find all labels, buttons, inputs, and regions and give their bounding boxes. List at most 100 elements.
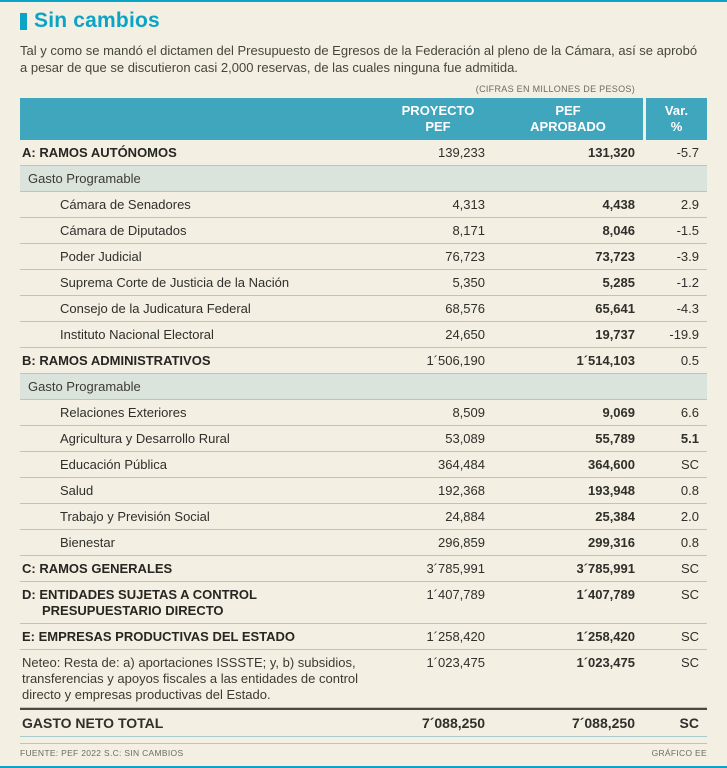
var-pct-value: -4.3 bbox=[676, 300, 699, 316]
row-label: GASTO NETO TOTAL bbox=[22, 715, 164, 731]
proyecto-pef-value: 53,089 bbox=[445, 430, 485, 446]
var-pct-value: -1.5 bbox=[676, 222, 699, 238]
header-empty-cell bbox=[20, 98, 383, 140]
proyecto-pef-value: 24,884 bbox=[445, 508, 485, 524]
row-label: Gasto Programable bbox=[28, 170, 141, 186]
var-pct-value: -5.7 bbox=[676, 144, 699, 160]
units-note: (CIFRAS EN MILLONES DE PESOS) bbox=[475, 84, 635, 94]
table-row: E: EMPRESAS PRODUCTIVAS DEL ESTADO 1´258,… bbox=[20, 624, 707, 650]
table-row: Relaciones Exteriores 8,509 9,069 6.6 bbox=[20, 400, 707, 426]
pef-aprobado-value: 193,948 bbox=[588, 482, 635, 498]
proyecto-pef-value: 8,171 bbox=[452, 222, 485, 238]
proyecto-pef-value: 192,368 bbox=[438, 482, 485, 498]
var-pct-value: -1.2 bbox=[676, 274, 699, 290]
row-label: Suprema Corte de Justicia de la Nación bbox=[60, 274, 290, 290]
table-row: Neteo: Resta de: a) aportaciones ISSSTE;… bbox=[20, 650, 707, 708]
row-label: E: EMPRESAS PRODUCTIVAS DEL ESTADO bbox=[22, 628, 296, 644]
row-label: Salud bbox=[60, 482, 94, 498]
pef-aprobado-value: 1´407,789 bbox=[576, 586, 635, 602]
page-title: Sin cambios bbox=[34, 9, 160, 32]
var-pct-value: 6.6 bbox=[680, 404, 699, 420]
row-label: A: RAMOS AUTÓNOMOS bbox=[22, 144, 177, 160]
var-pct-value: -3.9 bbox=[676, 248, 699, 264]
var-pct-value: SC bbox=[680, 654, 699, 670]
table-row: Trabajo y Previsión Social 24,884 25,384 2.… bbox=[20, 504, 707, 530]
table-row: B: RAMOS ADMINISTRATIVOS 1´506,190 1´514,1… bbox=[20, 348, 707, 374]
table-row: Poder Judicial 76,723 73,723 -3.9 bbox=[20, 244, 707, 270]
pef-aprobado-value: 7´088,250 bbox=[571, 715, 635, 731]
var-pct-value: SC bbox=[680, 628, 699, 644]
pef-aprobado-value: 65,641 bbox=[595, 300, 635, 316]
proyecto-pef-value: 8,509 bbox=[452, 404, 485, 420]
table-row: Cámara de Senadores 4,313 4,438 2.9 bbox=[20, 192, 707, 218]
footer: FUENTE: PEF 2022 S.C: SIN CAMBIOS GRÁFIC… bbox=[20, 743, 707, 760]
pef-aprobado-value: 1´258,420 bbox=[576, 628, 635, 644]
var-pct-value: -19.9 bbox=[669, 326, 699, 342]
proyecto-pef-value: 364,484 bbox=[438, 456, 485, 472]
table-body: A: RAMOS AUTÓNOMOS 139,233 131,320 -5.7 Gast… bbox=[20, 140, 707, 737]
pef-aprobado-value: 364,600 bbox=[588, 456, 635, 472]
pef-aprobado-value: 131,320 bbox=[588, 144, 635, 160]
proyecto-pef-value: 5,350 bbox=[452, 274, 485, 290]
var-pct-value: 2.9 bbox=[680, 196, 699, 212]
pef-aprobado-value: 4,438 bbox=[602, 196, 635, 212]
section-band-row: Gasto Programable bbox=[20, 374, 707, 400]
row-label: Gasto Programable bbox=[28, 378, 141, 394]
pef-aprobado-value: 3´785,991 bbox=[576, 560, 635, 576]
proyecto-pef-value: 3´785,991 bbox=[426, 560, 485, 576]
table-header: PROYECTO PEF PEF APROBADO Var. % bbox=[20, 98, 707, 140]
proyecto-pef-value: 24,650 bbox=[445, 326, 485, 342]
pef-aprobado-value: 19,737 bbox=[595, 326, 635, 342]
row-label: Cámara de Senadores bbox=[60, 196, 191, 212]
pef-aprobado-value: 1´023,475 bbox=[576, 654, 635, 670]
table-row: Suprema Corte de Justicia de la Nación 5,… bbox=[20, 270, 707, 296]
budget-table: PROYECTO PEF PEF APROBADO Var. % A: RAMO… bbox=[20, 98, 707, 737]
row-label: C: RAMOS GENERALES bbox=[22, 560, 173, 576]
table-row: Educación Pública 364,484 364,600 SC bbox=[20, 452, 707, 478]
proyecto-pef-value: 76,723 bbox=[445, 248, 485, 264]
title-marker-icon bbox=[20, 12, 27, 30]
table-row: Cámara de Diputados 8,171 8,046 -1.5 bbox=[20, 218, 707, 244]
table-row: Agricultura y Desarrollo Rural 53,089 55,7… bbox=[20, 426, 707, 452]
table-row: A: RAMOS AUTÓNOMOS 139,233 131,320 -5.7 bbox=[20, 140, 707, 166]
table-row: GASTO NETO TOTAL 7´088,250 7´088,250 SC bbox=[20, 708, 707, 737]
row-label: Bienestar bbox=[60, 534, 115, 550]
footer-credit: GRÁFICO EE bbox=[651, 748, 707, 758]
footer-source: FUENTE: PEF 2022 S.C: SIN CAMBIOS bbox=[20, 748, 184, 758]
proyecto-pef-value: 68,576 bbox=[445, 300, 485, 316]
row-label: Consejo de la Judicatura Federal bbox=[60, 300, 251, 316]
proyecto-pef-value: 1´023,475 bbox=[426, 654, 485, 670]
pef-aprobado-value: 73,723 bbox=[595, 248, 635, 264]
pef-aprobado-value: 8,046 bbox=[602, 222, 635, 238]
table-row: D: ENTIDADES SUJETAS A CONTROL PRESUPUES… bbox=[20, 582, 707, 624]
pef-aprobado-value: 25,384 bbox=[595, 508, 635, 524]
row-label: Trabajo y Previsión Social bbox=[60, 508, 210, 524]
var-pct-value: 5.1 bbox=[680, 430, 699, 446]
header-var-pct: Var. % bbox=[643, 98, 707, 140]
row-label: D: ENTIDADES SUJETAS A CONTROL PRESUPUES… bbox=[22, 586, 257, 618]
section-band-row: Gasto Programable bbox=[20, 166, 707, 192]
row-label: Poder Judicial bbox=[60, 248, 142, 264]
var-pct-value: 0.8 bbox=[680, 534, 699, 550]
var-pct-value: 2.0 bbox=[680, 508, 699, 524]
table-row: Consejo de la Judicatura Federal 68,576 65… bbox=[20, 296, 707, 322]
row-label: Educación Pública bbox=[60, 456, 167, 472]
row-label: Agricultura y Desarrollo Rural bbox=[60, 430, 230, 446]
proyecto-pef-value: 1´506,190 bbox=[426, 352, 485, 368]
proyecto-pef-value: 139,233 bbox=[438, 144, 485, 160]
pef-aprobado-value: 5,285 bbox=[602, 274, 635, 290]
header-proyecto-pef: PROYECTO PEF bbox=[401, 103, 475, 134]
proyecto-pef-value: 296,859 bbox=[438, 534, 485, 550]
pef-aprobado-value: 299,316 bbox=[588, 534, 635, 550]
proyecto-pef-value: 1´407,789 bbox=[426, 586, 485, 602]
var-pct-value: SC bbox=[679, 715, 699, 731]
row-label: Instituto Nacional Electoral bbox=[60, 326, 214, 342]
var-pct-value: SC bbox=[680, 456, 699, 472]
row-label: Cámara de Diputados bbox=[60, 222, 187, 238]
table-row: Salud 192,368 193,948 0.8 bbox=[20, 478, 707, 504]
row-label: B: RAMOS ADMINISTRATIVOS bbox=[22, 352, 211, 368]
pef-aprobado-value: 9,069 bbox=[602, 404, 635, 420]
var-pct-value: 0.8 bbox=[680, 482, 699, 498]
intro-text: Tal y como se mandó el dictamen del Pres… bbox=[20, 43, 698, 75]
